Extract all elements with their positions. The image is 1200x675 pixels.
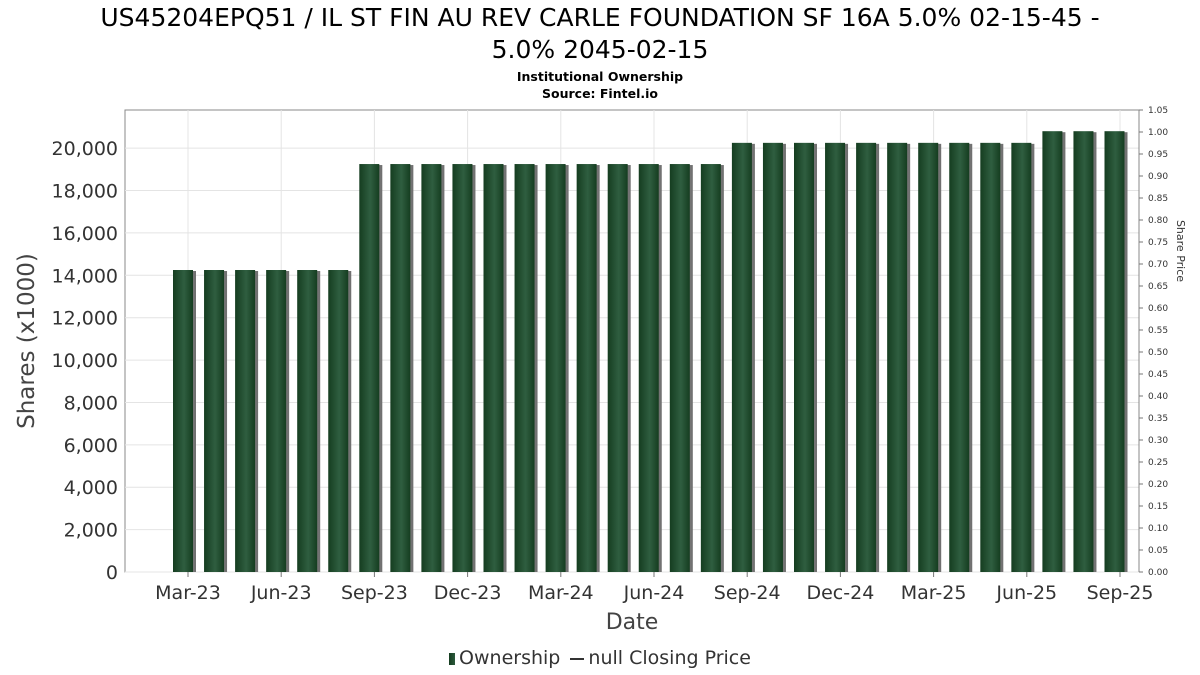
ownership-bar bbox=[731, 142, 752, 572]
ownership-bar bbox=[235, 270, 256, 572]
y2-tick-label: 0.90 bbox=[1148, 172, 1168, 182]
y2-tick-label: 0.05 bbox=[1148, 546, 1168, 556]
ownership-bar bbox=[483, 164, 504, 572]
x-tick-label: Sep-24 bbox=[714, 582, 781, 604]
y2-tick-label: 0.35 bbox=[1148, 414, 1168, 424]
x-tick-label: Jun-24 bbox=[623, 582, 685, 604]
y2-tick-label: 0.10 bbox=[1148, 524, 1168, 534]
y-tick-label: 6,000 bbox=[64, 435, 118, 457]
legend: Ownership null Closing Price bbox=[0, 647, 1200, 669]
y2-tick-label: 0.85 bbox=[1148, 194, 1168, 204]
y2-tick-label: 0.95 bbox=[1148, 150, 1168, 160]
source-text: Source: Fintel.io bbox=[542, 86, 658, 101]
ownership-bar bbox=[390, 164, 411, 572]
y2-tick-label: 1.00 bbox=[1148, 128, 1168, 138]
ownership-bar bbox=[1073, 131, 1094, 572]
y2-tick-label: 0.45 bbox=[1148, 370, 1168, 380]
y2-tick-label: 0.30 bbox=[1148, 436, 1168, 446]
x-tick-label: Mar-24 bbox=[528, 582, 594, 604]
ownership-bar bbox=[328, 270, 349, 572]
x-tick-label: Mar-25 bbox=[901, 582, 967, 604]
y-axis-label: Shares (x1000) bbox=[14, 253, 40, 429]
y2-tick-label: 0.50 bbox=[1148, 348, 1168, 358]
ownership-legend-label: Ownership bbox=[459, 647, 561, 669]
ownership-bar bbox=[266, 270, 287, 572]
y-tick-label: 2,000 bbox=[64, 520, 118, 542]
ownership-bar bbox=[545, 164, 566, 572]
ownership-bar bbox=[204, 270, 225, 572]
y-tick-label: 0 bbox=[106, 562, 118, 584]
ownership-bar bbox=[607, 164, 628, 572]
ownership-bar bbox=[1104, 131, 1125, 572]
y2-tick-label: 0.75 bbox=[1148, 238, 1168, 248]
ownership-bar bbox=[297, 270, 318, 572]
y-tick-label: 14,000 bbox=[52, 265, 118, 287]
y2-tick-label: 0.40 bbox=[1148, 392, 1168, 402]
y2-tick-label: 0.70 bbox=[1148, 260, 1168, 270]
chart-title-line1: US45204EPQ51 / IL ST FIN AU REV CARLE FO… bbox=[100, 3, 1100, 32]
y2-tick-label: 1.05 bbox=[1148, 106, 1168, 116]
x-tick-label: Jun-25 bbox=[995, 582, 1057, 604]
x-tick-label: Mar-23 bbox=[155, 582, 221, 604]
ownership-legend-swatch bbox=[449, 652, 456, 665]
y-tick-label: 8,000 bbox=[64, 392, 118, 414]
chart-title-line2: 5.0% 2045-02-15 bbox=[491, 35, 709, 64]
y2-tick-label: 0.20 bbox=[1148, 480, 1168, 490]
ownership-bar bbox=[1011, 142, 1032, 572]
y-tick-label: 4,000 bbox=[64, 477, 118, 499]
ownership-bar bbox=[421, 164, 442, 572]
y-tick-label: 18,000 bbox=[52, 181, 118, 203]
ownership-bar bbox=[576, 164, 597, 572]
ownership-bar bbox=[359, 164, 380, 572]
subtitle-text: Institutional Ownership bbox=[516, 69, 684, 84]
x-tick-label: Sep-23 bbox=[341, 582, 408, 604]
price-legend-label: null Closing Price bbox=[588, 647, 751, 669]
y2-tick-label: 0.80 bbox=[1148, 216, 1168, 226]
y2-tick-label: 0.60 bbox=[1148, 304, 1168, 314]
y-tick-label: 12,000 bbox=[52, 308, 118, 330]
y2-axis-label: Share Price bbox=[1174, 220, 1187, 282]
x-tick-label: Sep-25 bbox=[1087, 582, 1154, 604]
ownership-bar bbox=[856, 142, 877, 572]
chart-title: US45204EPQ51 / IL ST FIN AU REV CARLE FO… bbox=[0, 2, 1200, 66]
ownership-bar bbox=[794, 142, 814, 572]
ownership-bar bbox=[638, 164, 659, 572]
x-tick-label: Jun-23 bbox=[250, 582, 312, 604]
y-tick-label: 10,000 bbox=[52, 350, 118, 372]
ownership-bar bbox=[669, 164, 690, 572]
ownership-bar bbox=[825, 142, 846, 572]
y2-tick-label: 0.65 bbox=[1148, 282, 1168, 292]
y2-tick-label: 0.00 bbox=[1148, 568, 1168, 578]
x-axis-label: Date bbox=[606, 610, 659, 635]
ownership-bar bbox=[452, 164, 473, 572]
ownership-bar bbox=[173, 270, 193, 572]
x-tick-label: Dec-23 bbox=[434, 582, 502, 604]
ownership-bar bbox=[918, 142, 939, 572]
ownership-bar bbox=[762, 142, 783, 572]
y2-tick-label: 0.55 bbox=[1148, 326, 1168, 336]
ownership-bar bbox=[887, 142, 908, 572]
ownership-bar bbox=[1042, 131, 1063, 572]
y-tick-label: 16,000 bbox=[52, 223, 118, 245]
y-tick-label: 20,000 bbox=[52, 138, 118, 160]
chart-subtitle: Institutional Ownership Source: Fintel.i… bbox=[0, 68, 1200, 102]
ownership-bar bbox=[514, 164, 535, 572]
y2-tick-label: 0.25 bbox=[1148, 458, 1168, 468]
ownership-bar bbox=[700, 164, 721, 572]
ownership-bar bbox=[980, 142, 1001, 572]
price-legend-line bbox=[570, 657, 585, 660]
y2-tick-label: 0.15 bbox=[1148, 502, 1168, 512]
ownership-bar bbox=[949, 142, 970, 572]
x-tick-label: Dec-24 bbox=[806, 582, 874, 604]
